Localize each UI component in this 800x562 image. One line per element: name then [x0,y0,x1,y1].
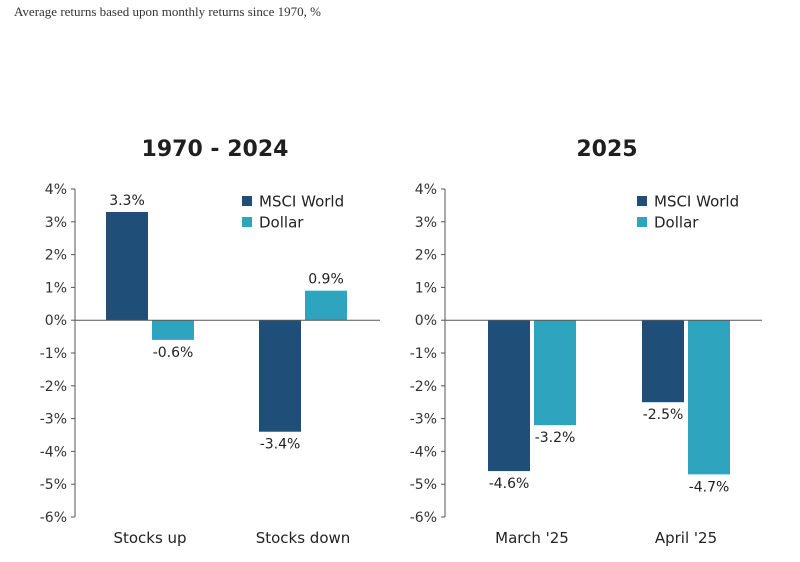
panel-2-data-label: -3.2% [535,430,576,446]
panel-2-bar-msci-world [642,320,684,403]
panel-1-bar-msci-world [259,320,301,432]
panel-1-y-tick-label: -3% [40,412,67,428]
panel-2-bar-dollar [688,320,730,475]
panel-1-y-tick-label: 0% [45,313,67,329]
panel-2-bar-msci-world [488,320,530,472]
panel-1-bar-msci-world [106,211,148,321]
panel-2-category-label: April '25 [655,529,717,547]
panel-1-category-label: Stocks down [256,529,351,547]
panel-2-legend-label: Dollar [654,214,699,232]
panel-2-data-label: -2.5% [643,407,684,423]
panel-2-bar-dollar [534,320,576,426]
panel-2-y-tick-label: 3% [415,215,437,231]
panel-1-y-tick-label: -6% [40,510,67,526]
panel-1-legend-swatch-dollar [242,217,252,227]
panel-2-y-tick-label: 1% [415,280,437,296]
panel-1-legend-swatch-msci-world [242,196,252,206]
panel-1-y-tick-label: -4% [40,444,67,460]
panel-1-y-tick-label: -5% [40,477,67,493]
panel-2-category-label: March '25 [495,529,569,547]
chart-subtitle: Average returns based upon monthly retur… [14,4,321,19]
panel-2-legend-label: MSCI World [654,193,739,211]
panel-2-legend-swatch-msci-world [637,196,647,206]
panel-2-y-tick-label: -5% [410,477,437,493]
panel-2-y-tick-label: 2% [415,248,437,264]
panel-1-bar-dollar [152,320,194,340]
panel-1-data-label: 0.9% [308,272,344,288]
panel-2-y-tick-label: -3% [410,412,437,428]
panel-1-y-tick-label: -2% [40,379,67,395]
panel-2-y-tick-label: 4% [415,182,437,198]
panel-1-category-label: Stocks up [113,529,186,547]
panel-2-y-tick-label: -1% [410,346,437,362]
panel-2-title: 2025 [576,137,637,162]
panel-1-y-tick-label: 1% [45,280,67,296]
panel-1-data-label: -0.6% [153,345,194,361]
panel-2-data-label: -4.6% [489,476,530,492]
panel-2-data-label: -4.7% [689,479,730,495]
panel-1-y-tick-label: -1% [40,346,67,362]
panel-1-y-tick-label: 4% [45,182,67,198]
panel-1-data-label: 3.3% [109,193,145,209]
panel-1-legend-label: Dollar [259,214,304,232]
panel-2-y-tick-label: -6% [410,510,437,526]
panel-2-y-tick-label: -4% [410,444,437,460]
panel-1-title: 1970 - 2024 [142,137,289,162]
panel-2-legend-swatch-dollar [637,217,647,227]
panel-1-data-label: -3.4% [260,437,301,453]
panel-2-y-tick-label: -2% [410,379,437,395]
panel-1-legend-label: MSCI World [259,193,344,211]
panel-1-y-tick-label: 2% [45,248,67,264]
panel-1-bar-dollar [305,290,347,321]
panel-1-y-tick-label: 3% [45,215,67,231]
panel-2-y-tick-label: 0% [415,313,437,329]
